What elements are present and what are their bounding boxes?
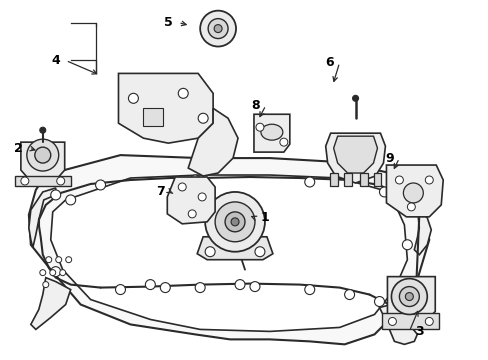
Circle shape	[57, 177, 64, 185]
Circle shape	[215, 202, 254, 242]
Polygon shape	[21, 142, 64, 178]
Text: 1: 1	[260, 211, 269, 224]
Circle shape	[399, 287, 419, 306]
Circle shape	[402, 240, 411, 250]
Circle shape	[178, 183, 186, 191]
Circle shape	[200, 11, 236, 46]
Circle shape	[60, 270, 65, 276]
Circle shape	[65, 195, 76, 205]
Polygon shape	[118, 73, 213, 143]
Circle shape	[208, 19, 227, 39]
Circle shape	[128, 93, 138, 103]
Circle shape	[374, 297, 384, 306]
Polygon shape	[329, 173, 337, 186]
Polygon shape	[373, 173, 381, 186]
Circle shape	[21, 177, 29, 185]
Circle shape	[160, 283, 170, 293]
Polygon shape	[51, 175, 407, 332]
Polygon shape	[325, 133, 385, 183]
Polygon shape	[31, 278, 71, 329]
Polygon shape	[188, 108, 238, 176]
Circle shape	[405, 293, 412, 301]
Circle shape	[35, 147, 51, 163]
Text: 8: 8	[251, 99, 260, 112]
Circle shape	[379, 187, 388, 197]
Polygon shape	[343, 173, 351, 186]
Polygon shape	[359, 173, 367, 186]
Circle shape	[387, 318, 396, 325]
Circle shape	[195, 283, 205, 293]
Text: 3: 3	[414, 325, 423, 338]
Circle shape	[403, 183, 423, 203]
Polygon shape	[197, 237, 272, 260]
Circle shape	[65, 257, 72, 263]
Circle shape	[279, 138, 287, 146]
Polygon shape	[413, 208, 430, 255]
Circle shape	[399, 294, 408, 305]
Polygon shape	[379, 305, 416, 345]
Circle shape	[249, 282, 260, 292]
Text: 6: 6	[325, 56, 333, 69]
Circle shape	[344, 289, 354, 300]
Circle shape	[40, 270, 46, 276]
Polygon shape	[386, 165, 442, 217]
Circle shape	[425, 176, 432, 184]
Circle shape	[50, 270, 56, 276]
Polygon shape	[143, 108, 163, 126]
Circle shape	[188, 210, 196, 218]
Circle shape	[145, 280, 155, 289]
Circle shape	[254, 247, 264, 257]
Polygon shape	[253, 114, 289, 152]
Circle shape	[51, 267, 61, 276]
Circle shape	[214, 24, 222, 32]
Text: 5: 5	[163, 16, 172, 29]
Circle shape	[205, 247, 215, 257]
Circle shape	[40, 127, 46, 133]
Circle shape	[56, 257, 61, 263]
Circle shape	[51, 190, 61, 200]
Circle shape	[224, 212, 244, 232]
Circle shape	[304, 177, 314, 187]
Polygon shape	[386, 276, 434, 319]
Circle shape	[95, 180, 105, 190]
Circle shape	[115, 285, 125, 294]
Ellipse shape	[261, 124, 282, 140]
Polygon shape	[167, 177, 215, 224]
Circle shape	[205, 192, 264, 252]
Circle shape	[190, 175, 200, 185]
Polygon shape	[333, 136, 377, 173]
Circle shape	[255, 123, 264, 131]
Circle shape	[395, 176, 403, 184]
Circle shape	[230, 218, 239, 226]
Circle shape	[46, 257, 52, 263]
Text: 9: 9	[385, 152, 393, 165]
Circle shape	[407, 203, 414, 211]
Circle shape	[198, 113, 208, 123]
Polygon shape	[29, 155, 428, 345]
Text: 4: 4	[51, 54, 60, 67]
Circle shape	[235, 280, 244, 289]
Polygon shape	[382, 314, 438, 329]
Circle shape	[42, 282, 49, 288]
Circle shape	[390, 279, 427, 315]
Text: 2: 2	[15, 141, 23, 155]
Text: 7: 7	[156, 185, 164, 198]
Circle shape	[304, 285, 314, 294]
Circle shape	[198, 193, 206, 201]
Circle shape	[27, 139, 59, 171]
Polygon shape	[15, 176, 71, 186]
Circle shape	[178, 88, 188, 98]
Circle shape	[352, 95, 358, 101]
Polygon shape	[29, 188, 56, 248]
Circle shape	[425, 318, 432, 325]
